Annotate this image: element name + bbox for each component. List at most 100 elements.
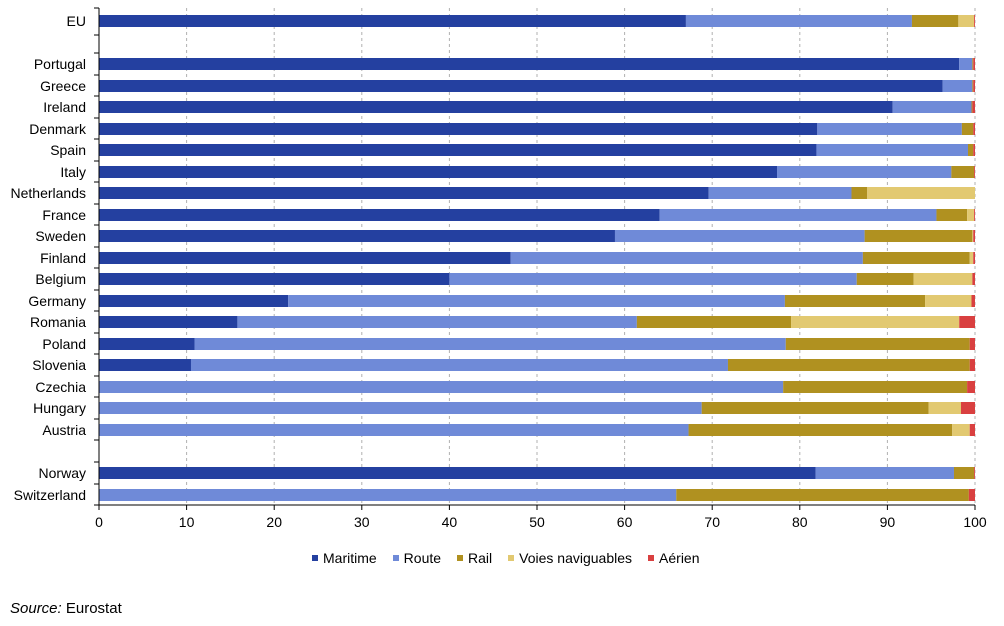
bar-segment [676,489,969,501]
bar-segment [99,402,702,414]
bar-segment [99,273,450,285]
bar-segment [973,230,975,242]
bar-segment [971,101,973,113]
legend-label: Voies naviguables [519,550,633,566]
chart-legend: Maritime Route Rail Voies naviguables Aérien [312,550,716,566]
category-label: Netherlands [11,185,87,201]
bar-segment [99,338,195,350]
legend-item: Rail [457,550,492,566]
bar-segment [777,166,952,178]
category-label: Hungary [33,400,86,416]
x-tick-label: 40 [442,514,458,530]
bar-segment [688,424,953,436]
bar-segment [974,467,975,479]
bar-segment [972,80,974,92]
category-label: Belgium [35,271,86,287]
x-tick-label: 70 [704,514,720,530]
category-label: Slovenia [32,357,86,373]
bar-segment [99,359,191,371]
legend-label: Maritime [323,550,377,566]
bar-segment [817,123,962,135]
category-label: Finland [40,250,86,266]
x-tick-label: 0 [95,514,103,530]
bar-segment [701,402,929,414]
bar-segment [972,58,974,70]
bar-segment [974,15,975,27]
category-label: France [42,207,86,223]
bar-segment [237,316,637,328]
bar-segment [969,359,975,371]
bar-segment [974,166,975,178]
bar-segment [911,15,959,27]
category-label: Austria [42,422,86,438]
source-text: Eurostat [61,600,122,617]
category-label: Spain [50,142,86,158]
bar-segment [791,316,960,328]
bar-segment [967,144,974,156]
x-tick-label: 90 [880,514,896,530]
bar-segment [973,58,975,70]
bar-segment [727,359,970,371]
legend-label: Route [403,550,442,566]
category-label: Sweden [35,228,86,244]
category-label: Greece [40,78,86,94]
bar-segment [959,316,975,328]
bar-segment [99,209,660,221]
x-tick-label: 30 [354,514,370,530]
bar-segment [785,338,970,350]
legend-label: Aérien [659,550,700,566]
source-label: Source: [10,600,62,617]
bar-segment [99,187,709,199]
bar-segment [969,424,975,436]
bar-segment [969,338,975,350]
legend-item: Maritime [312,550,377,566]
bar-segment [953,467,975,479]
bar-segment [936,209,968,221]
bar-segment [961,123,974,135]
category-label: EU [67,13,86,29]
legend-item: Voies naviguables [508,550,632,566]
bar-segment [851,187,868,199]
bar-segment [99,467,816,479]
bar-segment [973,144,975,156]
bar-segment [784,295,926,307]
x-tick-label: 80 [792,514,808,530]
x-tick-label: 10 [179,514,195,530]
x-tick-label: 50 [529,514,545,530]
bar-segment [959,58,973,70]
legend-swatch [312,555,318,561]
bar-segment [636,316,792,328]
bar-segment [510,252,863,264]
bar-segment [958,15,975,27]
legend-item: Route [392,550,442,566]
legend-swatch [392,555,399,561]
x-tick-label: 60 [617,514,633,530]
legend-item: Aérien [648,550,700,566]
bar-segment [952,424,970,436]
bar-segment [973,252,975,264]
bar-segment [862,252,970,264]
bar-segment [816,144,968,156]
bar-segment [99,295,289,307]
category-label: Switzerland [14,487,86,503]
bar-segment [972,230,974,242]
bar-segment [194,338,786,350]
category-label: Romania [30,314,86,330]
legend-swatch [648,555,655,561]
bar-segment [99,424,689,436]
bar-segment [856,273,914,285]
bar-segment [892,101,972,113]
bar-segment [190,359,728,371]
bar-segment [951,166,975,178]
bar-segment [864,230,973,242]
bar-segment [99,15,686,27]
legend-label: Rail [468,550,493,566]
bar-segment [925,295,972,307]
bar-segment [968,489,975,501]
bar-segment [99,166,778,178]
bar-segment [99,101,893,113]
category-label: Ireland [43,99,86,115]
category-label: Portugal [34,56,86,72]
bar-segment [928,402,961,414]
